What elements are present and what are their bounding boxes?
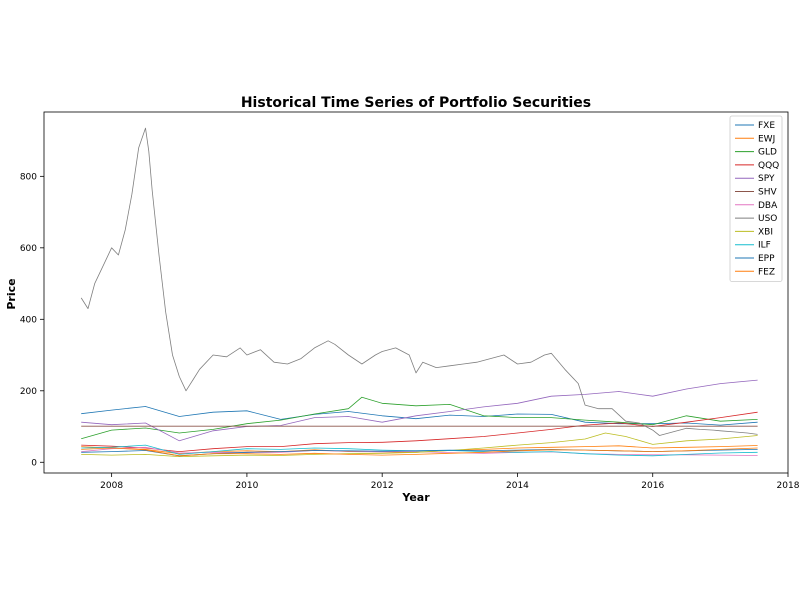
- legend-box: [729, 115, 783, 283]
- y-tick-label: 600: [20, 244, 37, 254]
- legend-label-fxe: FXE: [758, 121, 775, 131]
- y-tick-label: 400: [20, 315, 37, 325]
- series-line-qqq: [81, 411, 758, 453]
- chart-title: Historical Time Series of Portfolio Secu…: [241, 95, 591, 111]
- legend-label-dba: DBA: [758, 201, 778, 211]
- x-axis-label: Year: [401, 491, 430, 504]
- plot-area-frame: [43, 111, 789, 474]
- legend: FXE EWJ GLD QQQ SPY SHV DBA USO XBI ILF EPP FEZ: [729, 115, 783, 283]
- series-line-xbi: [81, 432, 758, 458]
- x-tick-label: 2016: [641, 481, 664, 491]
- x-tick-label: 2014: [506, 481, 529, 491]
- legend-label-epp: EPP: [758, 254, 775, 264]
- legend-label-shv: SHV: [758, 188, 777, 198]
- legend-label-qqq: QQQ: [758, 161, 779, 171]
- legend-label-gld: GLD: [758, 148, 777, 158]
- x-tick-label: 2010: [235, 481, 258, 491]
- x-tick-label: 2008: [100, 481, 123, 491]
- legend-label-spy: SPY: [758, 174, 775, 184]
- legend-label-ilf: ILF: [758, 241, 771, 251]
- y-axis-label: Price: [5, 278, 18, 309]
- legend-label-uso: USO: [758, 214, 777, 224]
- x-tick-label: 2018: [777, 481, 800, 491]
- series-line-fxe: [81, 406, 758, 426]
- series-line-uso: [80, 127, 758, 436]
- y-tick-label: 200: [20, 387, 37, 397]
- legend-label-xbi: XBI: [758, 227, 773, 237]
- series-line-dba: [81, 446, 758, 456]
- y-tick-label: 800: [20, 172, 37, 182]
- series-line-gld: [81, 396, 758, 440]
- legend-label-ewj: EWJ: [758, 134, 775, 144]
- series-line-fez: [81, 447, 758, 457]
- x-tick-label: 2012: [371, 481, 394, 491]
- legend-label-fez: FEZ: [758, 267, 775, 277]
- series-line-spy: [81, 379, 758, 442]
- y-tick-label: 0: [31, 458, 37, 468]
